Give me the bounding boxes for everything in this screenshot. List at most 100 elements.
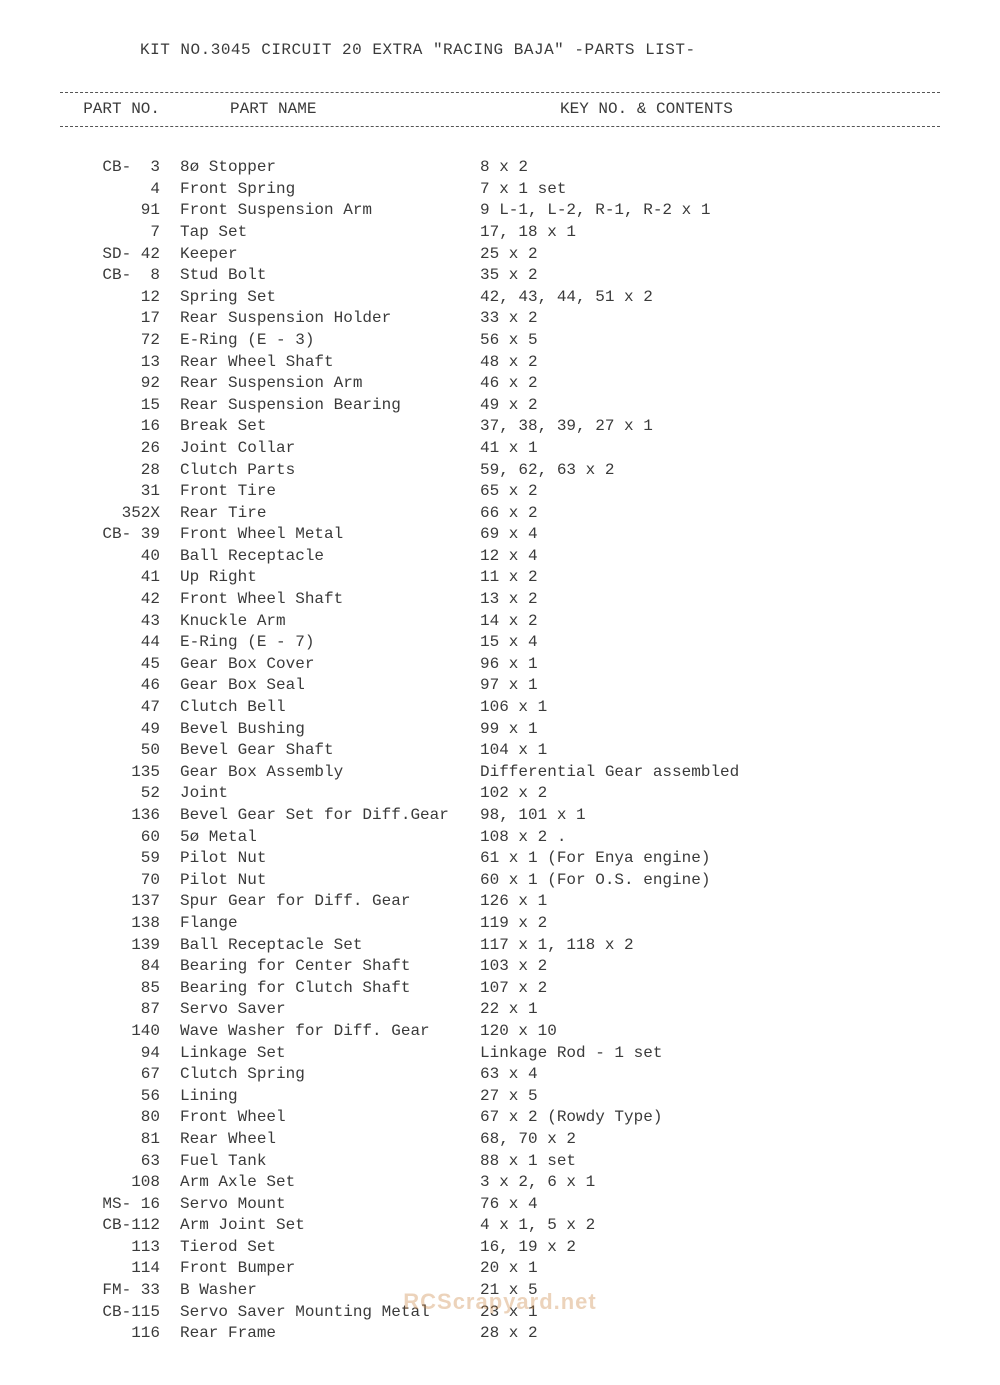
table-row: 40Ball Receptacle12 x 4 [60, 546, 940, 568]
cell-partno: 84 [60, 956, 180, 978]
table-row: 56Lining27 x 5 [60, 1086, 940, 1108]
cell-partname: Gear Box Seal [180, 675, 480, 697]
cell-partno: 59 [60, 848, 180, 870]
table-row: 116Rear Frame28 x 2 [60, 1323, 940, 1345]
table-row: 137Spur Gear for Diff. Gear126 x 1 [60, 891, 940, 913]
cell-partname: Bevel Gear Shaft [180, 740, 480, 762]
cell-partname: Front Bumper [180, 1258, 480, 1280]
cell-partname: E-Ring (E - 3) [180, 330, 480, 352]
cell-partno: 91 [60, 200, 180, 222]
table-row: CB-115Servo Saver Mounting Metal23 x 1 [60, 1302, 940, 1324]
cell-partno: 80 [60, 1107, 180, 1129]
cell-keyno: 103 x 2 [480, 956, 940, 978]
cell-keyno: 12 x 4 [480, 546, 940, 568]
table-row: 43Knuckle Arm14 x 2 [60, 611, 940, 633]
cell-keyno: 21 x 5 [480, 1280, 940, 1302]
cell-partname: Rear Wheel Shaft [180, 352, 480, 374]
cell-keyno: 3 x 2, 6 x 1 [480, 1172, 940, 1194]
cell-partno: CB- 39 [60, 524, 180, 546]
cell-partno: 92 [60, 373, 180, 395]
cell-partno: 72 [60, 330, 180, 352]
cell-keyno: 97 x 1 [480, 675, 940, 697]
cell-partno: 87 [60, 999, 180, 1021]
cell-keyno: 119 x 2 [480, 913, 940, 935]
table-row: 45Gear Box Cover96 x 1 [60, 654, 940, 676]
cell-partno: 13 [60, 352, 180, 374]
cell-partno: 139 [60, 935, 180, 957]
cell-keyno: 48 x 2 [480, 352, 940, 374]
cell-partno: CB-112 [60, 1215, 180, 1237]
cell-partno: 7 [60, 222, 180, 244]
cell-keyno: 107 x 2 [480, 978, 940, 1000]
cell-keyno: 46 x 2 [480, 373, 940, 395]
table-row: 94Linkage SetLinkage Rod - 1 set [60, 1043, 940, 1065]
cell-keyno: 13 x 2 [480, 589, 940, 611]
cell-partname: Tap Set [180, 222, 480, 244]
parts-table-body: CB- 38ø Stopper8 x 24Front Spring7 x 1 s… [60, 157, 940, 1345]
page-title: KIT NO.3045 CIRCUIT 20 EXTRA "RACING BAJ… [140, 40, 940, 62]
cell-partname: E-Ring (E - 7) [180, 632, 480, 654]
cell-partname: Spring Set [180, 287, 480, 309]
table-row: 70Pilot Nut60 x 1 (For O.S. engine) [60, 870, 940, 892]
cell-keyno: 104 x 1 [480, 740, 940, 762]
table-row: 46Gear Box Seal97 x 1 [60, 675, 940, 697]
cell-partno: 16 [60, 416, 180, 438]
cell-keyno: 61 x 1 (For Enya engine) [480, 848, 940, 870]
cell-partno: CB- 3 [60, 157, 180, 179]
cell-partname: Pilot Nut [180, 870, 480, 892]
cell-partno: 15 [60, 395, 180, 417]
cell-keyno: 102 x 2 [480, 783, 940, 805]
table-row: 135Gear Box AssemblyDifferential Gear as… [60, 762, 940, 784]
cell-keyno: 20 x 1 [480, 1258, 940, 1280]
cell-partno: 113 [60, 1237, 180, 1259]
cell-partname: Tierod Set [180, 1237, 480, 1259]
cell-partname: Bevel Gear Set for Diff.Gear [180, 805, 480, 827]
cell-keyno: 42, 43, 44, 51 x 2 [480, 287, 940, 309]
cell-partname: Linkage Set [180, 1043, 480, 1065]
cell-partno: 50 [60, 740, 180, 762]
cell-keyno: 25 x 2 [480, 244, 940, 266]
cell-partname: Clutch Parts [180, 460, 480, 482]
cell-keyno: 126 x 1 [480, 891, 940, 913]
cell-partno: 44 [60, 632, 180, 654]
cell-keyno: 22 x 1 [480, 999, 940, 1021]
cell-keyno: 68, 70 x 2 [480, 1129, 940, 1151]
table-row: 47Clutch Bell106 x 1 [60, 697, 940, 719]
cell-partname: Clutch Spring [180, 1064, 480, 1086]
cell-partname: Servo Saver [180, 999, 480, 1021]
table-row: CB-112Arm Joint Set4 x 1, 5 x 2 [60, 1215, 940, 1237]
cell-partname: Wave Washer for Diff. Gear [180, 1021, 480, 1043]
cell-keyno: Differential Gear assembled [480, 762, 940, 784]
cell-keyno: 9 L-1, L-2, R-1, R-2 x 1 [480, 200, 940, 222]
cell-partno: 63 [60, 1151, 180, 1173]
cell-partname: Front Suspension Arm [180, 200, 480, 222]
cell-keyno: 66 x 2 [480, 503, 940, 525]
table-row: CB- 8Stud Bolt35 x 2 [60, 265, 940, 287]
cell-partno: 108 [60, 1172, 180, 1194]
cell-keyno: 120 x 10 [480, 1021, 940, 1043]
table-row: MS- 16Servo Mount76 x 4 [60, 1194, 940, 1216]
cell-partno: 45 [60, 654, 180, 676]
cell-partname: Joint [180, 783, 480, 805]
table-row: 67Clutch Spring63 x 4 [60, 1064, 940, 1086]
table-row: 41Up Right11 x 2 [60, 567, 940, 589]
divider-bottom [60, 126, 940, 127]
cell-partno: 56 [60, 1086, 180, 1108]
cell-partname: Pilot Nut [180, 848, 480, 870]
cell-partno: 352X [60, 503, 180, 525]
cell-keyno: 65 x 2 [480, 481, 940, 503]
cell-partname: Arm Axle Set [180, 1172, 480, 1194]
cell-keyno: 49 x 2 [480, 395, 940, 417]
cell-partno: 52 [60, 783, 180, 805]
table-row: 50Bevel Gear Shaft104 x 1 [60, 740, 940, 762]
cell-keyno: 106 x 1 [480, 697, 940, 719]
cell-partno: 136 [60, 805, 180, 827]
cell-partno: MS- 16 [60, 1194, 180, 1216]
cell-keyno: 35 x 2 [480, 265, 940, 287]
table-row: 352XRear Tire66 x 2 [60, 503, 940, 525]
table-row: 108Arm Axle Set3 x 2, 6 x 1 [60, 1172, 940, 1194]
cell-keyno: 4 x 1, 5 x 2 [480, 1215, 940, 1237]
cell-keyno: 11 x 2 [480, 567, 940, 589]
header-partname: PART NAME [180, 99, 530, 121]
cell-partno: CB-115 [60, 1302, 180, 1324]
